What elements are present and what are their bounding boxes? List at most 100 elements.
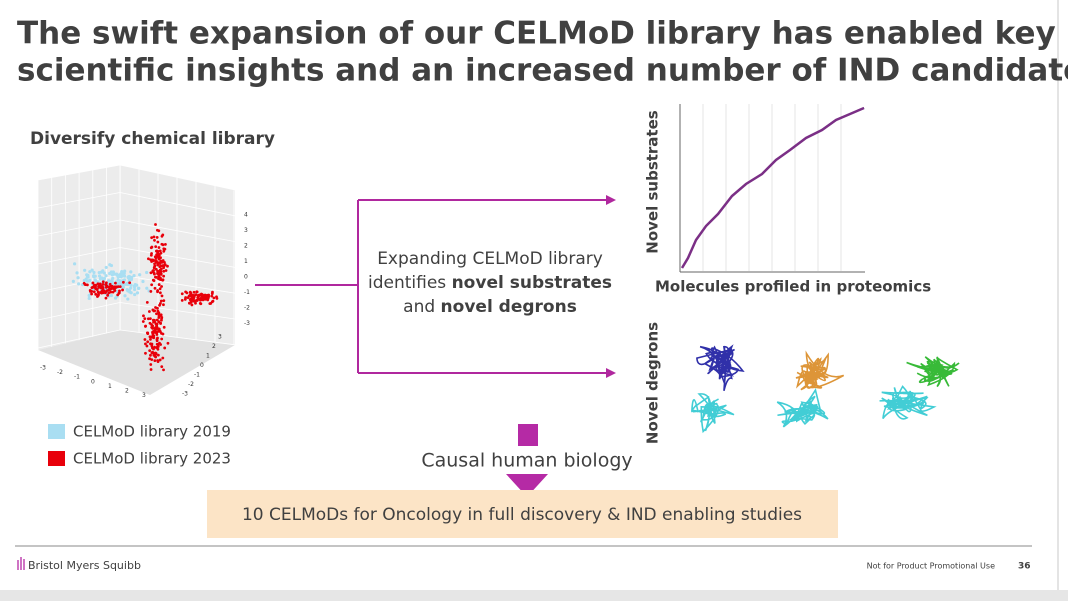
scatter-point [152, 320, 155, 324]
scatter-point [152, 334, 156, 338]
scatter-point [157, 311, 161, 315]
scatter-point [110, 278, 114, 283]
scatter-point [133, 287, 137, 292]
scatter-point [108, 271, 112, 276]
scatter-point [149, 271, 153, 275]
tick-label: -3 [182, 391, 188, 398]
pane-grid [119, 329, 236, 346]
scatter-point [91, 281, 95, 285]
scatter-point [115, 285, 119, 289]
scatter-point [188, 301, 191, 305]
scatter-point [102, 276, 107, 281]
scatter-point [160, 365, 164, 369]
tick-label: 2 [244, 243, 248, 250]
scatter-point [91, 285, 95, 289]
scatter-point [208, 302, 212, 305]
scatter-point [148, 335, 152, 339]
scatter-point [151, 278, 155, 282]
tick-label: -2 [244, 305, 250, 312]
flow-label: Causal human biology [421, 450, 632, 472]
text-span: identifies [368, 273, 452, 293]
page-edge [0, 590, 1068, 601]
scatter-point [158, 287, 162, 291]
scatter-point [157, 229, 161, 233]
plot-pane [38, 330, 235, 395]
scatter-point [104, 285, 108, 289]
scatter-point [180, 299, 184, 302]
scatter-point [87, 293, 91, 298]
scatter-point [157, 274, 161, 278]
scatter-point [129, 291, 133, 295]
scatter-point [94, 286, 97, 290]
flow-arrow [506, 474, 548, 497]
protein-ribbon [776, 387, 829, 428]
scatter-point [144, 342, 147, 346]
scatter-point [124, 282, 128, 286]
protein-ribbon [696, 344, 745, 391]
scatter-point [162, 269, 166, 273]
scatter-point [152, 336, 156, 340]
scatter-point [157, 316, 161, 319]
scatter-point [154, 275, 158, 279]
scatter-point [156, 306, 159, 310]
tick-label: 2 [212, 343, 216, 350]
text-span: and [403, 297, 440, 317]
legend-label: CELMoD library 2023 [73, 450, 231, 468]
scatter-point [151, 324, 155, 328]
scatter-point [105, 281, 108, 285]
scatter-point [117, 291, 121, 295]
scatter-point [101, 280, 105, 284]
tick-label: -2 [188, 381, 194, 388]
scatter-point [162, 264, 165, 267]
scatter-point [215, 295, 218, 299]
scatter-point [135, 283, 139, 287]
legend-swatch [48, 451, 65, 466]
scatter-point [159, 299, 163, 303]
scatter-point [206, 298, 210, 302]
scatter-point [82, 281, 86, 285]
scatter-point [161, 356, 165, 360]
scatter-point [152, 235, 156, 239]
protein-ribbon [879, 385, 937, 420]
scatter-point [113, 296, 118, 300]
scatter-point [137, 286, 141, 290]
scatter-point [150, 351, 154, 355]
scatter-point [77, 282, 81, 286]
scatter-point [85, 273, 89, 277]
tick-label: 2 [125, 388, 129, 395]
scatter-point [158, 358, 162, 362]
scatter-point [90, 292, 94, 296]
scatter-point [72, 262, 77, 266]
tick-label: -3 [244, 320, 250, 327]
scatter-point [153, 272, 156, 276]
scatter-point [190, 297, 194, 301]
scatter-point [129, 270, 133, 274]
tick-label: 3 [142, 392, 146, 399]
scatter-point [85, 279, 90, 283]
scatter-point [148, 357, 152, 361]
scatter-point [109, 293, 113, 298]
disclaimer: Not for Product Promotional Use [867, 562, 995, 571]
scatter-point [154, 256, 158, 260]
scatter-point [121, 280, 125, 284]
scatter-point [155, 236, 159, 239]
scatter-point [75, 271, 79, 275]
scatter-point [160, 234, 164, 238]
tick-label: -1 [74, 374, 80, 381]
axis-label: Novel substrates [644, 110, 662, 253]
scatter-point [162, 299, 166, 303]
scatter-point [150, 258, 154, 262]
scatter-point [108, 263, 112, 267]
scatter-point [118, 289, 121, 293]
substrate-chart [679, 104, 865, 273]
tick-label: -1 [244, 289, 250, 296]
scatter-point [194, 293, 198, 297]
tick-label: 0 [200, 362, 204, 369]
callout-box [207, 490, 838, 538]
scatter-point [162, 274, 166, 278]
scatter-point [133, 292, 137, 297]
scatter-point [162, 249, 166, 253]
scatter-point [153, 264, 157, 268]
scatter-point [104, 274, 108, 278]
scatter-point [145, 344, 149, 348]
